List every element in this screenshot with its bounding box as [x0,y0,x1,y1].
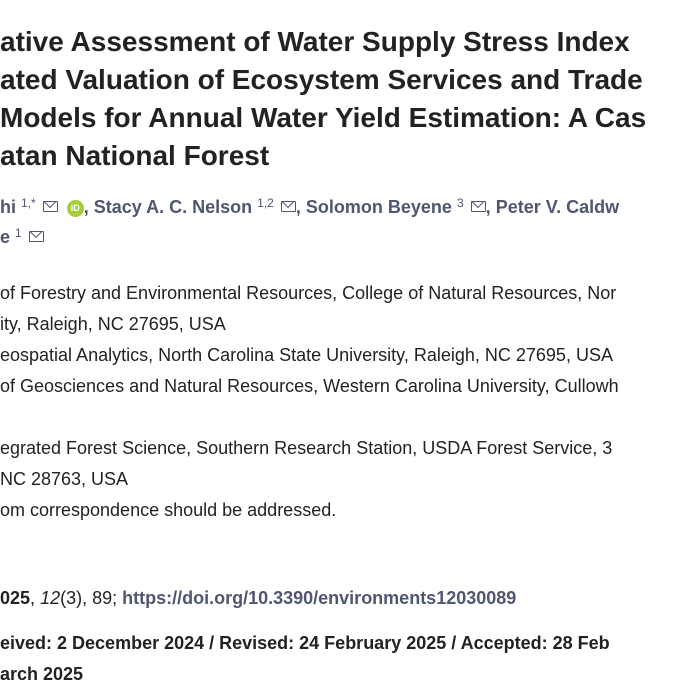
dates-line: arch 2025 [0,664,84,684]
dates-line: eived: 2 December 2024 / Revised: 24 Feb… [0,633,610,653]
affiliation-text: ity, Raleigh, NC 27695, USA [0,314,226,334]
author-link[interactable]: Stacy A. C. Nelson [93,197,253,217]
author-line: hi 1,* iD, Stacy A. C. Nelson 1,2 , Solo… [0,188,619,218]
citation-issue: (3), 89; [60,588,123,608]
email-icon[interactable] [280,201,296,212]
publication-dates: eived: 2 December 2024 / Revised: 24 Feb… [0,628,610,690]
citation-volume: 12 [40,588,61,608]
affiliation-item: of Forestry and Environmental Resources,… [0,278,619,340]
citation-year: 025 [0,588,31,608]
orcid-icon[interactable]: iD [66,200,84,217]
author-separator: , [83,197,89,217]
author-affiliation-sup: 1,2 [257,196,274,210]
author-affiliation-sup: 1,* [21,196,36,210]
author-link[interactable]: Solomon Beyene [305,197,452,217]
affiliation-text [0,402,619,433]
author-link[interactable]: Peter V. Caldw [495,197,620,217]
affiliation-item: egrated Forest Science, Southern Researc… [0,433,619,495]
author-list: hi 1,* iD, Stacy A. C. Nelson 1,2 , Solo… [0,188,619,248]
affiliation-text: of Geosciences and Natural Resources, We… [0,376,619,396]
title-line: Models for Annual Water Yield Estimation… [0,102,647,133]
correspondence-text: om correspondence should be addressed. [0,500,337,520]
title-line: ated Valuation of Ecosystem Services and… [0,64,643,95]
doi-link[interactable]: https://doi.org/10.3390/environments1203… [122,588,517,608]
affiliation-text: egrated Forest Science, Southern Researc… [0,438,613,458]
affiliation-list: of Forestry and Environmental Resources,… [0,278,619,526]
email-icon[interactable] [42,201,58,212]
author-separator: , [485,197,491,217]
email-icon[interactable] [470,201,486,212]
citation-separator: , [30,588,41,608]
affiliation-text: eospatial Analytics, North Carolina Stat… [0,345,613,365]
correspondence-note: om correspondence should be addressed. [0,495,619,526]
affiliation-item: of Geosciences and Natural Resources, We… [0,371,619,433]
author-line: e 1 [0,218,619,248]
author-link[interactable]: e [0,227,11,247]
title-line: atan National Forest [0,140,270,171]
author-link[interactable]: hi [0,197,16,217]
author-separator: , [295,197,301,217]
affiliation-text: NC 28763, USA [0,469,129,489]
affiliation-item: eospatial Analytics, North Carolina Stat… [0,340,619,371]
title-line: ative Assessment of Water Supply Stress … [0,26,630,57]
article-title: ative Assessment of Water Supply Stress … [0,23,646,175]
email-icon[interactable] [28,231,44,242]
author-affiliation-sup: 1 [15,226,22,240]
author-affiliation-sup: 3 [456,196,464,210]
affiliation-text: of Forestry and Environmental Resources,… [0,283,617,303]
citation-line: 025, 12(3), 89; https://doi.org/10.3390/… [0,583,516,613]
